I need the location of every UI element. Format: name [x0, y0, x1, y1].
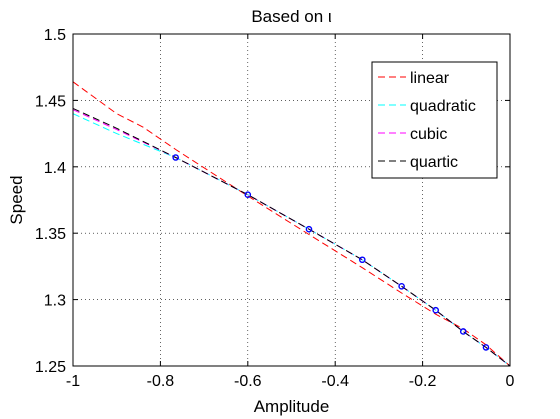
- y-tick-label: 1.5: [44, 27, 66, 44]
- x-axis-title: Amplitude: [254, 397, 330, 416]
- data-point-marker: [432, 306, 440, 314]
- y-tick-label: 1.35: [35, 226, 66, 243]
- legend-label-linear: linear: [410, 70, 450, 87]
- legend-label-quartic: quartic: [410, 154, 458, 171]
- data-point-marker: [482, 344, 490, 351]
- y-tick-label: 1.25: [35, 359, 66, 376]
- x-tick-label: 0: [506, 373, 515, 390]
- y-tick-label: 1.3: [44, 293, 66, 310]
- y-axis-title: Speed: [7, 175, 26, 224]
- data-point-marker: [358, 256, 366, 264]
- x-tick-label: -1: [66, 373, 80, 390]
- series-line-linear: [72, 81, 511, 367]
- x-tick-label: -0.4: [321, 373, 349, 390]
- legend-box: [371, 61, 498, 179]
- series-line-quartic: [72, 107, 511, 367]
- data-point-marker: [459, 328, 467, 335]
- x-tick-label: -0.8: [147, 373, 175, 390]
- chart-title: Based on ι: [251, 7, 332, 26]
- data-point-marker: [172, 154, 179, 161]
- x-tick-label: -0.2: [409, 373, 437, 390]
- x-tick-label: -0.6: [234, 373, 262, 390]
- legend-label-cubic: cubic: [410, 126, 447, 143]
- data-point-marker: [305, 225, 313, 233]
- axes-box: [72, 33, 511, 367]
- y-tick-label: 1.45: [35, 93, 66, 110]
- y-tick-label: 1.4: [44, 160, 66, 177]
- data-point-marker: [398, 283, 405, 290]
- legend: linear quadratic cubic quartic: [371, 61, 498, 179]
- series-line-quadratic: [72, 113, 511, 367]
- legend-label-quadratic: quadratic: [410, 98, 476, 115]
- data-point-marker: [244, 191, 252, 198]
